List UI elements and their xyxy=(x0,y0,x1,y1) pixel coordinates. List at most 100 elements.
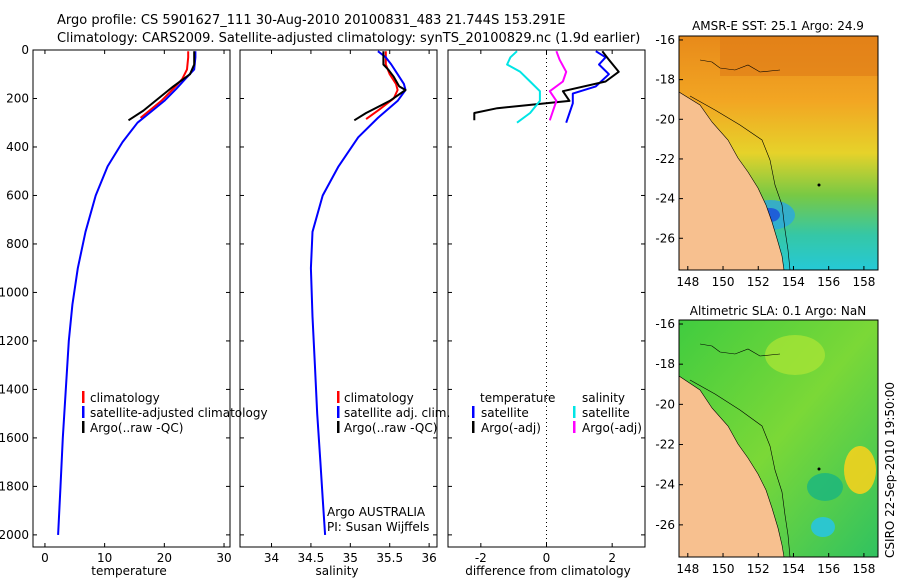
map-y-tick-label: -20 xyxy=(655,112,675,126)
map-y-tick-label: -16 xyxy=(655,317,675,331)
legend-label-argo: Argo(..raw -QC) xyxy=(90,421,183,435)
x-tick-label: -2 xyxy=(475,551,487,565)
y-tick-label: 1800 xyxy=(0,479,29,493)
difference-legend: temperature salinity satellite Argo(-adj… xyxy=(472,391,642,435)
legend-swatch-climatology xyxy=(337,391,340,403)
map-y-tick-label: -26 xyxy=(655,518,675,532)
map-y-tick-label: -22 xyxy=(655,152,675,166)
series-line xyxy=(309,50,407,535)
map-x-tick-label: 148 xyxy=(676,562,699,576)
salinity-panel: 34 34.5 35 35.5 36 xyxy=(240,49,437,565)
salinity-panel-frame xyxy=(239,49,438,548)
difference-panel: -2 0 2 xyxy=(448,49,645,565)
y-tick-label: 0 xyxy=(21,43,29,57)
legend-label-temperature-satellite: satellite xyxy=(481,406,529,420)
legend-header-temperature: temperature xyxy=(480,391,555,405)
x-tick-label: 0 xyxy=(41,551,49,565)
temperature-legend: climatology satellite-adjusted climatolo… xyxy=(82,391,268,435)
legend-swatch-salinity-satellite xyxy=(573,406,576,418)
sla-map-title: Altimetric SLA: 0.1 Argo: NaN xyxy=(690,304,866,318)
salinity-legend: climatology satellite adj. clim. Argo(..… xyxy=(327,391,450,534)
y-tick-label: 400 xyxy=(6,140,29,154)
legend-swatch-satellite xyxy=(337,406,340,418)
legend-swatch-satellite xyxy=(82,406,85,418)
map-x-tick-label: 154 xyxy=(782,562,805,576)
sla-map xyxy=(679,320,878,557)
legend-swatch-temperature-argo xyxy=(472,421,475,433)
legend-label-salinity-argo: Argo(-adj) xyxy=(582,421,642,435)
legend-label-satellite: satellite-adjusted climatology xyxy=(90,406,268,420)
series-line xyxy=(353,51,407,122)
map-y-tick-label: -20 xyxy=(655,397,675,411)
legend-label-temperature-argo: Argo(-adj) xyxy=(481,421,541,435)
sla-argo-marker xyxy=(817,467,821,471)
map-y-tick-label: -16 xyxy=(655,33,675,47)
legend-swatch-temperature-satellite xyxy=(472,406,475,418)
map-y-tick-label: -24 xyxy=(655,478,675,492)
x-tick-label: 36 xyxy=(421,551,436,565)
x-tick-label: 35.5 xyxy=(376,551,403,565)
sst-map xyxy=(679,36,878,270)
map-y-tick-label: -24 xyxy=(655,192,675,206)
difference-x-label: difference from climatology xyxy=(465,564,631,578)
map-x-tick-label: 156 xyxy=(817,562,840,576)
y-tick-label: 1600 xyxy=(0,431,29,445)
sla-low-patch xyxy=(807,473,843,501)
y-tick-label: 1200 xyxy=(0,334,29,348)
credit-line2: PI: Susan Wijffels xyxy=(327,520,429,534)
sla-low-patch xyxy=(811,517,835,537)
y-tick-label: 600 xyxy=(6,188,29,202)
y-tick-label: 800 xyxy=(6,237,29,251)
legend-label-climatology: climatology xyxy=(344,391,414,405)
map-x-tick-label: 158 xyxy=(852,275,875,289)
x-tick-label: 2 xyxy=(608,551,616,565)
map-x-tick-label: 152 xyxy=(747,275,770,289)
sla-shelf-contour xyxy=(689,379,791,557)
map-y-tick-label: -18 xyxy=(655,357,675,371)
map-y-tick-label: -26 xyxy=(655,231,675,245)
x-tick-label: 34.5 xyxy=(298,551,325,565)
sla-reef-contour xyxy=(699,343,781,357)
legend-swatch-argo xyxy=(337,421,340,433)
x-tick-label: 35 xyxy=(343,551,358,565)
map-x-tick-label: 148 xyxy=(676,275,699,289)
legend-swatch-climatology xyxy=(82,391,85,403)
map-y-tick-label: -18 xyxy=(655,73,675,87)
series-line xyxy=(565,50,610,124)
temperature-panel-frame xyxy=(32,49,231,548)
x-tick-label: 30 xyxy=(216,551,231,565)
y-tick-label: 1000 xyxy=(0,285,29,299)
map-x-tick-label: 150 xyxy=(712,562,735,576)
timestamp-footer: CSIRO 22-Sep-2010 19:50:00 xyxy=(883,382,897,558)
x-tick-label: 0 xyxy=(543,551,551,565)
map-x-tick-label: 152 xyxy=(747,562,770,576)
sla-high-patch xyxy=(844,446,876,494)
series-line xyxy=(473,50,620,121)
sst-warm-patch xyxy=(720,36,878,76)
sst-argo-marker xyxy=(817,183,821,187)
temperature-x-label: temperature xyxy=(91,564,166,578)
salinity-x-label: salinity xyxy=(315,564,358,578)
legend-swatch-salinity-argo xyxy=(573,421,576,433)
series-line xyxy=(506,50,541,124)
sst-map-title: AMSR-E SST: 25.1 Argo: 24.9 xyxy=(692,19,864,33)
sla-map-frame xyxy=(678,319,879,558)
map-x-tick-label: 156 xyxy=(817,275,840,289)
sst-shelf-contour xyxy=(689,95,791,270)
map-x-tick-label: 150 xyxy=(712,275,735,289)
y-tick-label: 2000 xyxy=(0,528,29,542)
x-tick-label: 10 xyxy=(97,551,112,565)
figure-title-line2: Climatology: CARS2009. Satellite-adjuste… xyxy=(57,31,640,46)
figure-title-line1: Argo profile: CS 5901627_111 30-Aug-2010… xyxy=(57,13,565,28)
legend-label-argo: Argo(..raw -QC) xyxy=(344,421,437,435)
series-line xyxy=(365,51,399,120)
credit-line1: Argo AUSTRALIA xyxy=(327,505,426,519)
sst-map-frame xyxy=(678,35,879,271)
sst-land xyxy=(679,91,785,270)
series-line xyxy=(57,51,197,535)
sst-reef-contour xyxy=(699,59,781,73)
sla-high-patch xyxy=(765,335,825,375)
legend-swatch-argo xyxy=(82,421,85,433)
legend-label-salinity-satellite: satellite xyxy=(582,406,630,420)
